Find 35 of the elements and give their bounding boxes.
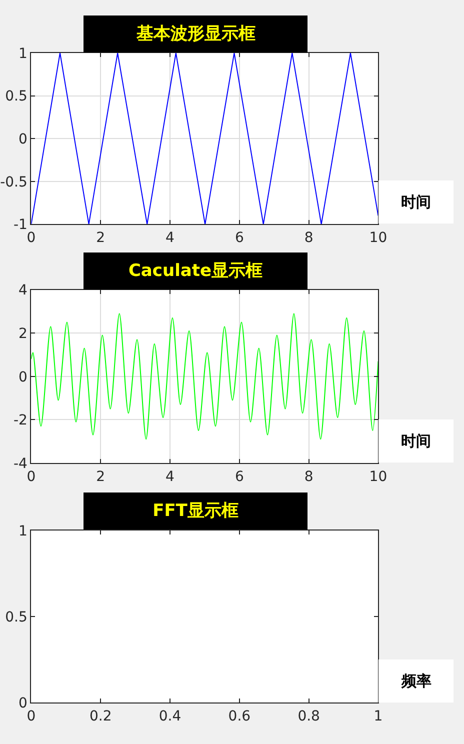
y-tick-label: 0.5 <box>5 610 28 626</box>
y-tick-label: -1 <box>13 217 28 234</box>
x-tick-label: 2 <box>96 468 106 485</box>
y-tick-label: 2 <box>18 326 28 342</box>
x-tick-label: 0.6 <box>228 708 251 725</box>
chart-title: Caculate显示框 <box>128 261 263 281</box>
chart-title: FFT显示框 <box>152 501 238 521</box>
y-tick-label: 0 <box>18 132 28 148</box>
x-tick-label: 2 <box>96 230 106 246</box>
x-axis-title: 频率 <box>400 672 432 690</box>
x-tick-label: 0.8 <box>298 708 320 725</box>
x-tick-label: 6 <box>234 468 244 485</box>
x-tick-label: 10 <box>369 230 388 246</box>
y-tick-label: 1 <box>18 523 28 540</box>
x-tick-label: 1 <box>374 708 383 725</box>
x-tick-label: 6 <box>234 230 244 246</box>
x-tick-label: 0.2 <box>89 708 112 725</box>
x-tick-label: 8 <box>304 230 314 246</box>
y-tick-label: 0 <box>18 369 28 386</box>
y-tick-label: -4 <box>13 456 28 472</box>
x-axis-title: 时间 <box>401 193 431 211</box>
y-tick-label: 1 <box>18 46 28 62</box>
line-series <box>31 313 378 440</box>
x-tick-label: 10 <box>369 468 388 485</box>
chart-title: 基本波形显示框 <box>136 24 256 44</box>
x-axis-title: 时间 <box>401 432 431 450</box>
x-tick-label: 0.4 <box>158 708 182 725</box>
y-tick-label: -2 <box>13 412 28 429</box>
x-tick-label: 8 <box>304 468 314 485</box>
y-tick-label: 0.5 <box>5 88 28 105</box>
y-tick-label: 4 <box>18 282 28 299</box>
x-tick-label: 4 <box>166 468 175 485</box>
y-tick-label: 0 <box>18 696 28 712</box>
x-tick-label: 4 <box>166 230 175 246</box>
y-tick-label: -0.5 <box>0 174 28 190</box>
